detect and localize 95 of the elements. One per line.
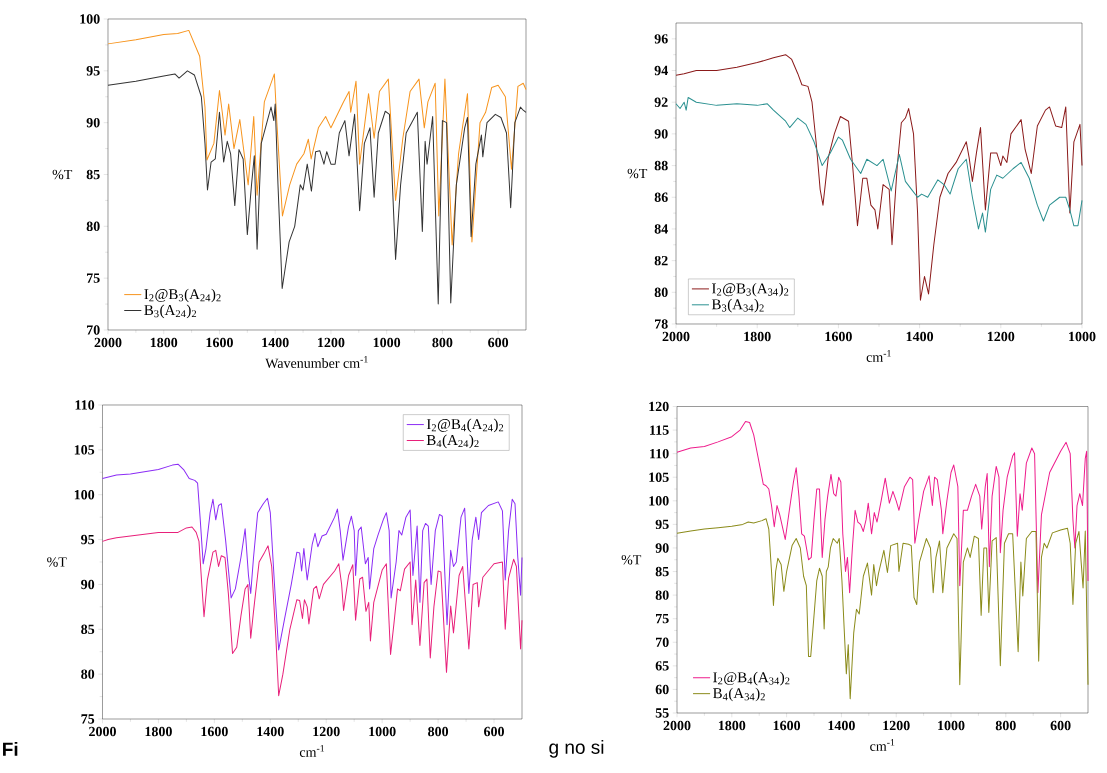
y-tick-label: 100 — [649, 496, 669, 506]
y-tick-label: 120 — [649, 401, 669, 412]
x-tick-label: 1200 — [313, 726, 340, 737]
y-tick-label: 86 — [654, 192, 668, 202]
y-tick-label: 55 — [655, 708, 669, 718]
x-tick-label: 600 — [488, 337, 509, 348]
x-axis-title: cm$^{-1}$ — [866, 350, 891, 362]
y-tick-label: 94 — [654, 65, 668, 76]
x-tick-label: 1600 — [825, 331, 852, 342]
legend-label: I$_{2}$@B$_{4}$(A$_{34}$)$_{2}$ — [713, 671, 790, 686]
legend-label: B$_{3}$(A$_{34}$)$_{2}$ — [711, 298, 764, 313]
legend-label: I$_{2}$@B$_{4}$(A$_{24}$)$_{2}$ — [426, 418, 504, 433]
line-series — [102, 463, 523, 651]
y-tick-label: 88 — [654, 160, 668, 171]
y-tick-label: 85 — [86, 169, 100, 180]
line-series — [676, 518, 1089, 700]
x-tick-label: 1400 — [262, 337, 289, 348]
y-tick-label: 80 — [86, 221, 100, 232]
x-tick-label: 600 — [1050, 720, 1071, 731]
legend-label: B$_{4}$(A$_{24}$)$_{2}$ — [426, 434, 479, 449]
x-tick-label: 1000 — [373, 337, 401, 348]
legend-label: B$_{3}$(A$_{24}$)$_{2}$ — [144, 304, 197, 319]
legend-label: I$_{2}$@B$_{3}$(A$_{34}$)$_{2}$ — [712, 282, 789, 297]
y-axis-title: %T — [621, 555, 642, 565]
y-tick-label: 105 — [74, 445, 95, 455]
y-tick-label: 60 — [655, 684, 669, 695]
y-tick-label: 85 — [81, 624, 95, 635]
y-axis-title: %T — [47, 557, 67, 567]
x-tick-label: 2000 — [663, 720, 691, 731]
x-axis-title: cm$^{-1}$ — [870, 739, 895, 751]
legend-label: B$_{4}$(A$_{34}$)$_{2}$ — [713, 687, 765, 702]
y-tick-label: 78 — [655, 319, 668, 329]
line-series — [675, 96, 1083, 233]
y-tick-label: 90 — [654, 129, 668, 139]
x-tick-label: 1400 — [828, 720, 855, 731]
y-tick-label: 90 — [81, 579, 95, 590]
x-tick-label: 2000 — [662, 331, 690, 342]
x-tick-label: 1600 — [201, 726, 228, 737]
x-tick-label: 800 — [428, 726, 449, 737]
y-tick-label: 70 — [656, 637, 669, 647]
x-tick-label: 1800 — [150, 337, 178, 348]
x-tick-label: 800 — [432, 337, 453, 348]
y-tick-label: 100 — [80, 14, 100, 24]
y-tick-label: 90 — [655, 543, 669, 553]
y-tick-label: 90 — [86, 117, 100, 128]
y-tick-label: 95 — [86, 66, 100, 76]
x-tick-label: 2000 — [89, 726, 116, 737]
y-tick-label: 105 — [649, 472, 669, 482]
y-tick-label: 85 — [655, 566, 669, 577]
x-tick-label: 1200 — [987, 331, 1015, 342]
y-tick-label: 75 — [81, 714, 95, 724]
x-axis-title: cm$^{-1}$ — [299, 745, 325, 757]
y-tick-label: 110 — [75, 400, 95, 410]
y-tick-label: 82 — [654, 255, 668, 266]
x-tick-label: 1600 — [773, 720, 801, 731]
line-series — [107, 70, 527, 305]
y-tick-label: 95 — [655, 519, 669, 530]
y-tick-label: 100 — [74, 489, 95, 500]
x-tick-label: 2000 — [94, 337, 122, 348]
y-tick-label: 80 — [654, 287, 668, 298]
x-tick-label: 1000 — [938, 720, 965, 731]
text: Fi — [3, 741, 18, 756]
x-tick-label: 600 — [484, 726, 504, 737]
y-tick-label: 84 — [654, 224, 668, 234]
text: g no si — [549, 739, 604, 758]
y-tick-label: 95 — [81, 534, 95, 545]
y-tick-label: 80 — [81, 669, 95, 679]
x-tick-label: 800 — [995, 720, 1016, 731]
x-tick-label: 1600 — [206, 337, 233, 348]
x-tick-label: 1800 — [744, 331, 771, 342]
x-tick-label: 1200 — [318, 337, 345, 348]
x-tick-label: 1400 — [906, 331, 934, 342]
x-tick-label: 1800 — [718, 720, 746, 731]
y-tick-label: 96 — [654, 34, 668, 44]
y-axis-title: %T — [52, 169, 73, 180]
x-tick-label: 1800 — [145, 726, 172, 737]
x-tick-label: 1000 — [369, 726, 396, 737]
y-tick-label: 75 — [656, 614, 669, 624]
y-tick-label: 115 — [650, 425, 669, 435]
line-series — [102, 526, 523, 697]
y-tick-label: 70 — [86, 325, 100, 335]
y-tick-label: 92 — [654, 97, 668, 107]
y-axis-title: %T — [627, 168, 648, 179]
y-tick-label: 75 — [86, 273, 100, 283]
x-tick-label: 1400 — [257, 726, 284, 737]
line-series — [675, 54, 1083, 301]
y-tick-label: 80 — [655, 590, 669, 600]
line-series — [676, 421, 1089, 594]
legend-label: I$_{2}$@B$_{3}$(A$_{24}$)$_{2}$ — [144, 288, 221, 303]
line-series — [107, 29, 527, 246]
y-tick-label: 65 — [655, 661, 669, 671]
y-tick-label: 110 — [650, 448, 669, 459]
x-axis-title: Wavenumber cm$^{-1}$ — [265, 356, 368, 369]
x-tick-label: 1200 — [883, 720, 910, 731]
x-tick-label: 1000 — [1069, 331, 1096, 342]
